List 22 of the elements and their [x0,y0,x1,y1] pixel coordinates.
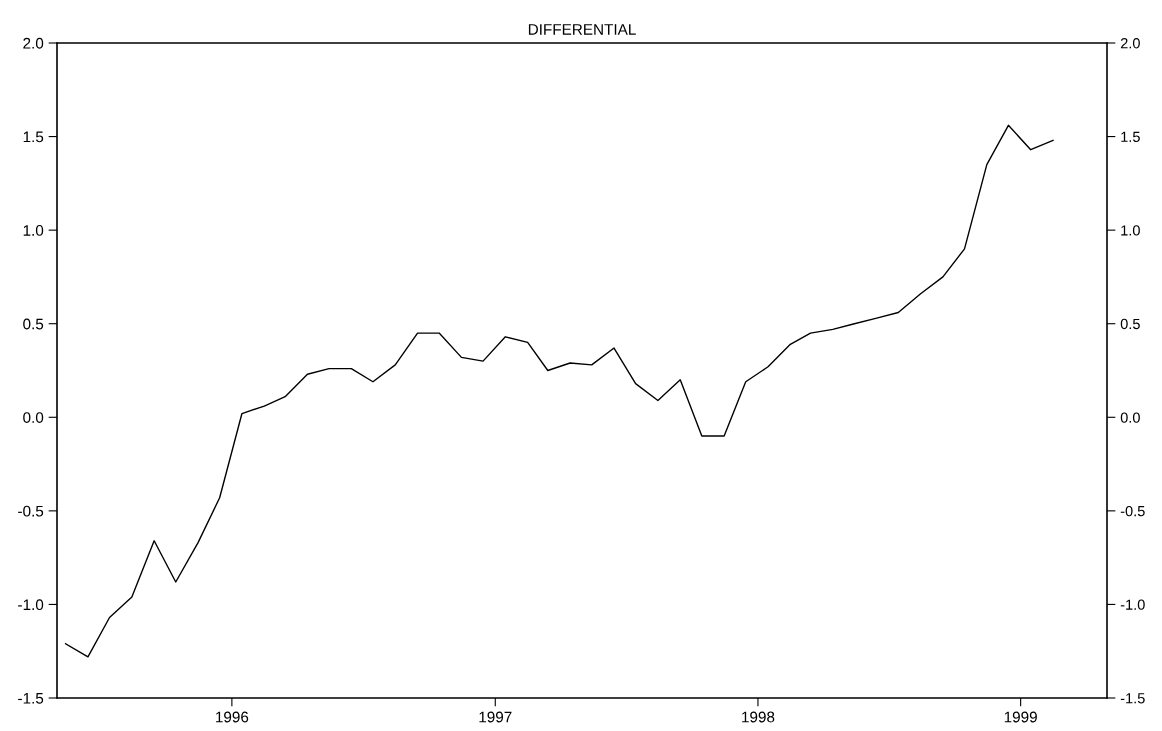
y2-tick-label: 2.0 [1120,38,1140,49]
y2-tick-label: 1.5 [1121,131,1140,142]
y-tick-label: 0.0 [23,412,44,423]
y2-tick-label: 0.0 [1120,412,1140,423]
y2-tick-label: 1.0 [1121,225,1140,236]
y2-tick-label: -0.5 [1120,505,1145,517]
x-tick-label: 1998 [742,711,775,723]
y2-tick-label: -1.5 [1120,693,1145,704]
y-tick-label: 1.0 [23,225,44,236]
x-tick-label: 1997 [479,711,512,723]
y-tick-label: -1.0 [18,599,44,611]
x-tick-label: 1996 [216,711,249,723]
y-tick-label: 1.5 [23,131,44,143]
chart-title: DIFFERENTIAL [528,24,636,35]
y-tick-label: 0.5 [23,318,44,330]
line-series [64,124,1054,658]
x-tick-label: 1999 [1004,711,1037,723]
y2-tick-label: -1.0 [1120,599,1145,610]
y-tick-label: -1.5 [18,693,44,704]
y-tick-label: 2.0 [23,37,44,49]
y2-tick-label: 0.5 [1120,318,1140,330]
y-tick-label: -0.5 [18,505,44,517]
